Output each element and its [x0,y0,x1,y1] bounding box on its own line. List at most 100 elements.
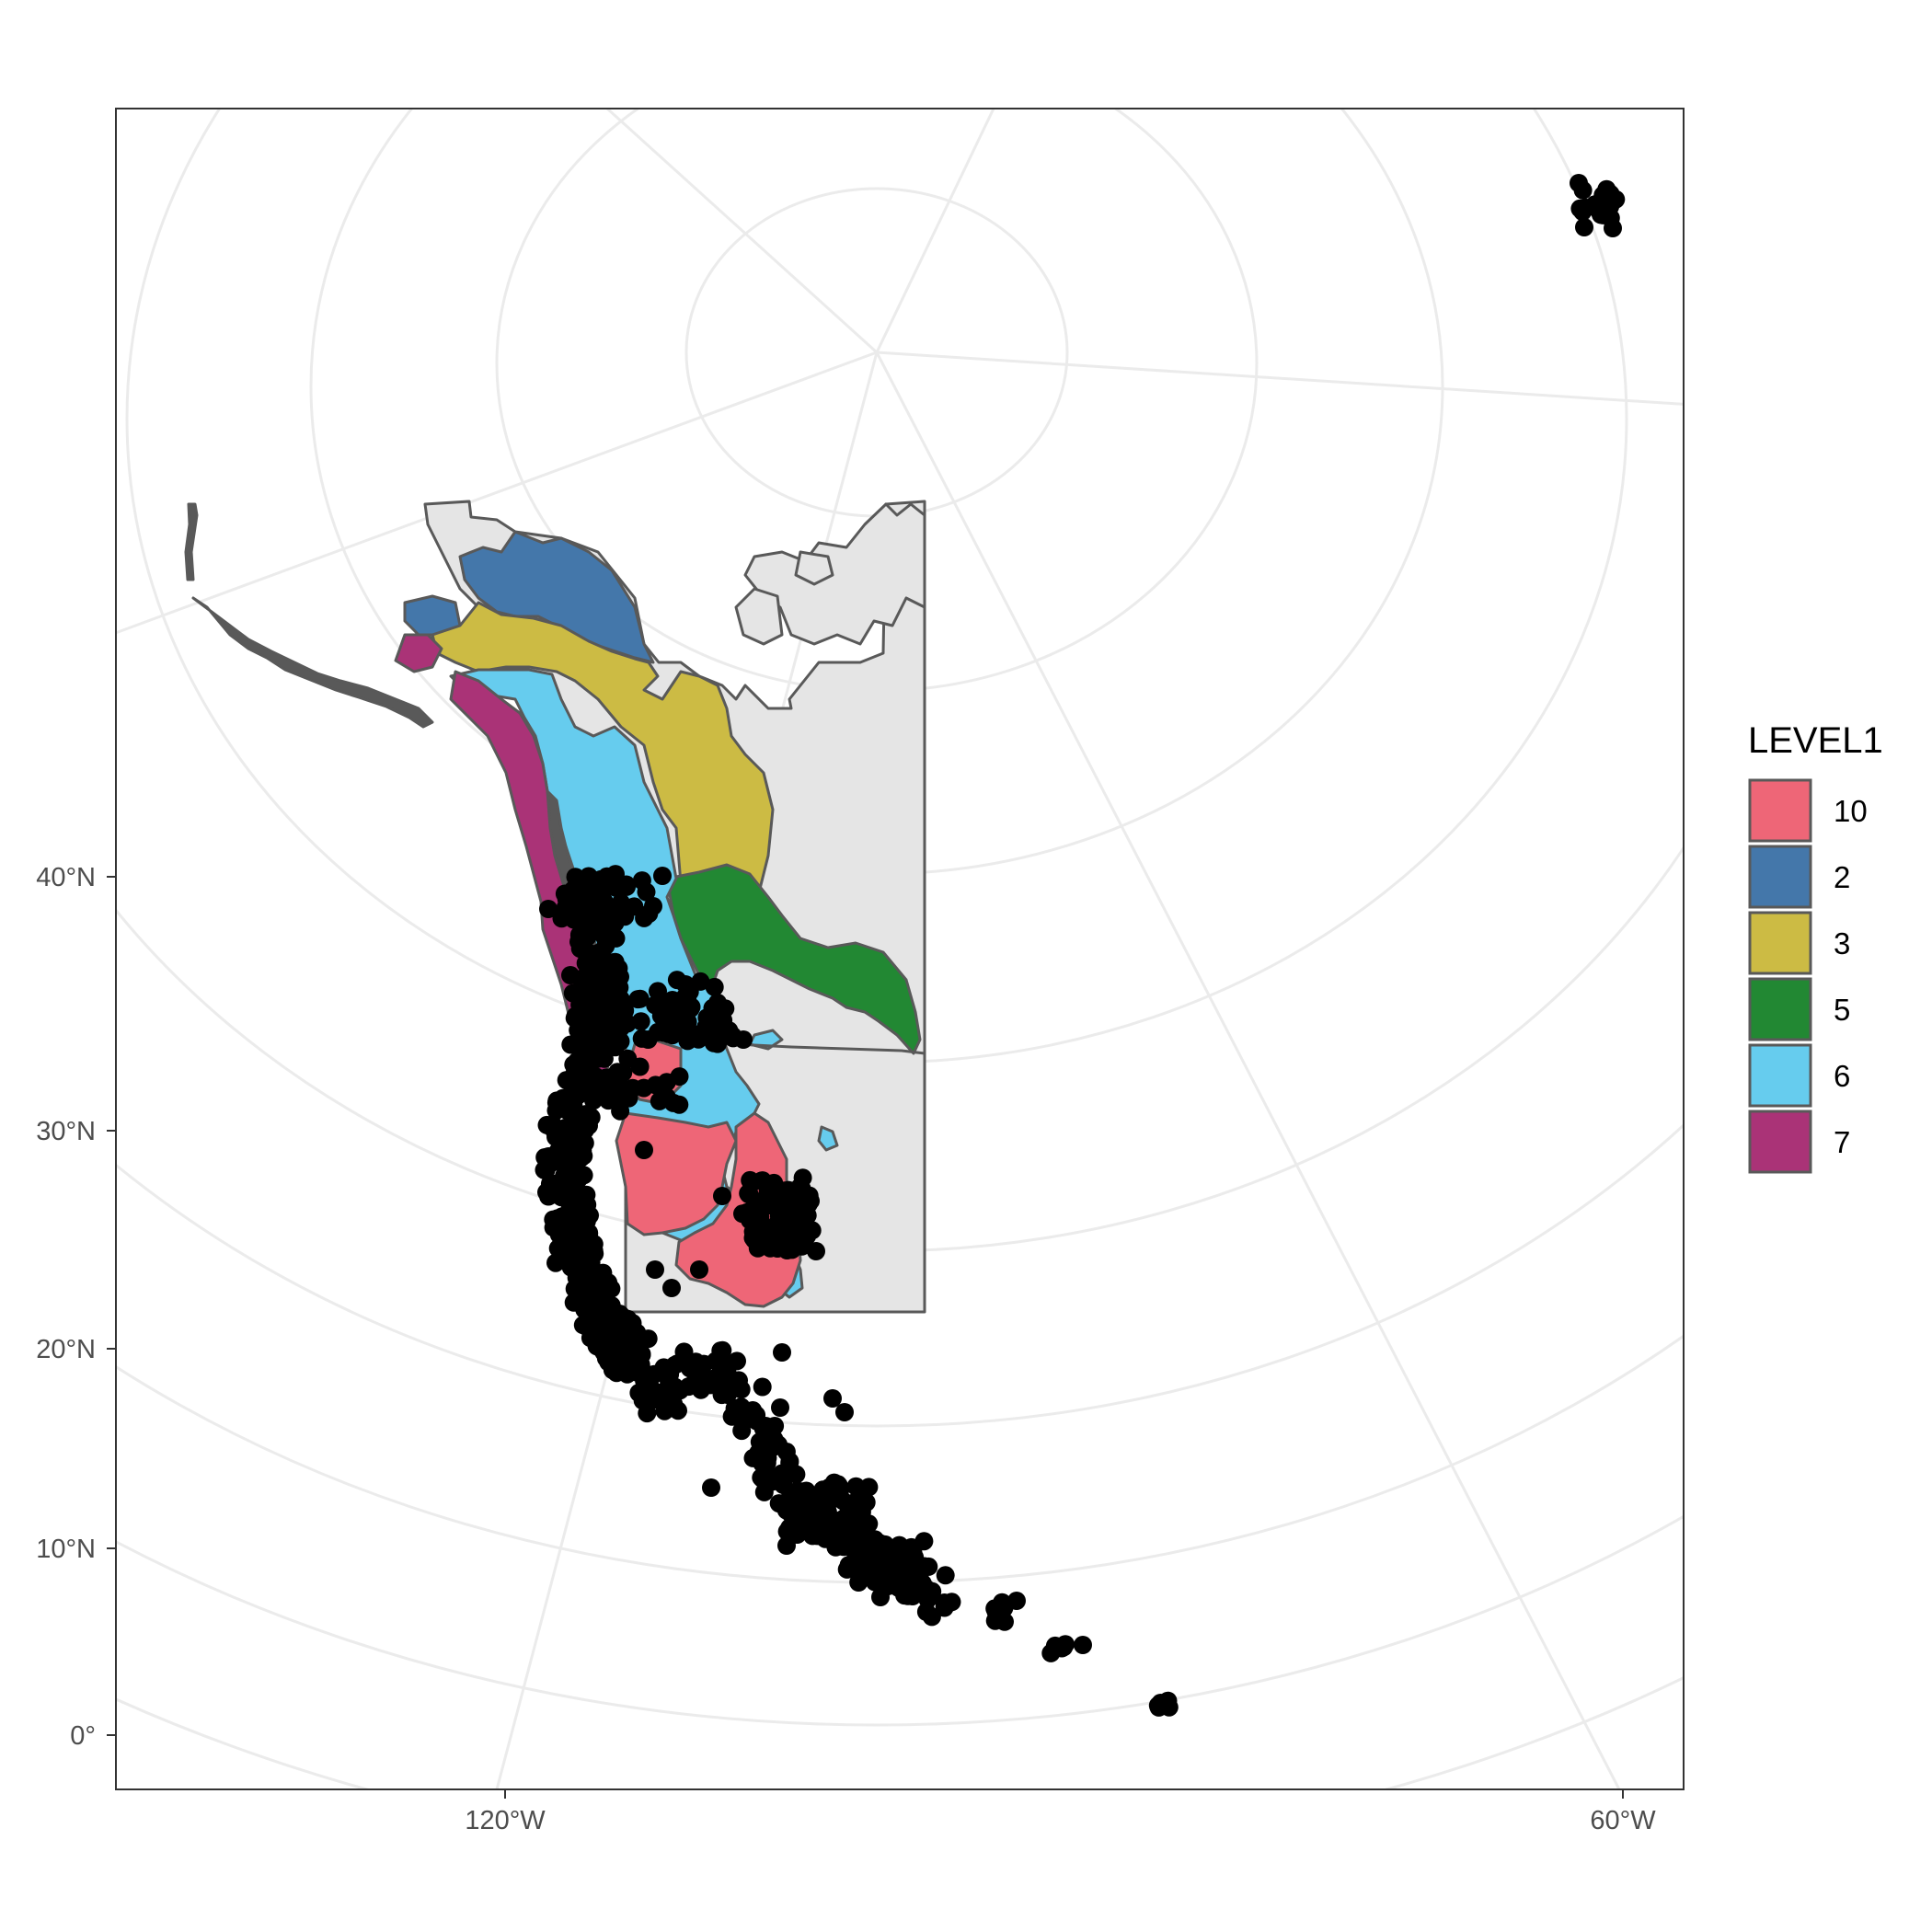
occurrence-point [607,1363,627,1383]
occurrence-point [572,1105,592,1124]
legend-label-7: 7 [1834,1125,1850,1159]
occurrence-point [695,1354,714,1374]
occurrence-point [616,875,636,894]
occurrence-point [1074,1636,1092,1654]
region-island-b [794,550,834,586]
occurrence-point [645,1364,664,1384]
occurrence-point [619,1088,638,1108]
occurrence-point [579,1318,598,1338]
occurrence-point [553,1213,572,1233]
y-tick-label: 20°N [36,1335,96,1364]
occurrence-point [628,1347,647,1366]
occurrence-point [584,1019,604,1039]
occurrence-point [919,1557,938,1576]
occurrence-point [1588,194,1607,213]
occurrence-point [748,1238,767,1258]
occurrence-point [722,1372,741,1391]
occurrence-point [577,1212,596,1231]
occurrence-point [706,1369,725,1388]
occurrence-point [662,1279,681,1297]
y-tick-label: 30°N [36,1117,96,1146]
occurrence-point [849,1573,868,1592]
occurrence-point [561,966,580,984]
occurrence-point [751,1208,770,1226]
region-alaska-islands [184,502,199,581]
occurrence-point [547,1174,567,1193]
legend: LEVEL1 10 2 3 5 6 7 [1748,720,1883,1174]
legend-swatch-5 [1748,977,1812,1041]
occurrence-point [823,1389,842,1408]
occurrence-point [569,1020,588,1040]
panel-border [115,108,1685,1790]
occurrence-point [1159,1697,1179,1717]
occurrence-point [852,1554,871,1573]
x-axis: 120°W 60°W [465,1789,1656,1835]
occurrence-point [555,884,574,903]
occurrence-point [848,1513,868,1533]
occurrence-point [769,1466,788,1486]
occurrence-point [1570,199,1590,218]
occurrence-point [614,1063,633,1082]
occurrence-point [653,867,672,885]
occurrence-point [734,1030,753,1049]
occurrence-point [651,1386,671,1406]
region-alaska-peninsula [191,596,434,729]
occurrence-point [634,1078,653,1098]
x-tick-label: 60°W [1590,1806,1656,1835]
occurrence-point [564,1155,583,1173]
occurrence-point [871,1588,890,1606]
occurrence-point [676,975,695,994]
occurrence-point [630,1057,650,1076]
occurrence-point [644,897,662,915]
occurrence-point [556,898,575,917]
occurrence-point [600,1033,619,1052]
occurrence-point [539,900,558,918]
occurrence-point [574,1080,593,1099]
occurrence-point [564,1182,583,1202]
region-level1-3 [431,601,775,908]
occurrence-point [705,977,724,996]
occurrence-point [591,983,610,1003]
occurrence-point [690,1260,708,1279]
occurrence-point [1041,1643,1061,1662]
legend-label-2: 2 [1834,860,1850,894]
occurrence-point [810,1521,829,1540]
occurrence-point [609,959,628,978]
legend-label-10: 10 [1834,794,1868,828]
occurrence-point [831,1479,850,1499]
occurrence-point [603,1087,621,1107]
occurrence-point [987,1607,1006,1627]
border-line [735,1042,926,1055]
map-regions [184,500,926,1314]
occurrence-point [713,1187,731,1205]
legend-label-3: 3 [1834,926,1850,960]
occurrence-point [1604,219,1622,237]
occurrence-point [570,926,589,945]
occurrence-point [807,1242,825,1260]
occurrence-point [717,1356,736,1375]
occurrence-point [611,1101,630,1121]
occurrence-point [605,1342,625,1362]
legend-swatch-10 [1748,778,1812,843]
occurrence-point [548,1238,568,1258]
y-axis: 40°N 30°N 20°N 10°N 0° [36,863,116,1751]
occurrence-point [650,1091,669,1110]
occurrence-point [670,1095,689,1114]
occurrence-point [584,902,604,921]
occurrence-point [568,1052,587,1071]
occurrence-point [564,1293,583,1312]
occurrence-point [753,1439,772,1457]
occurrence-point [753,1377,772,1397]
occurrence-point [781,1213,800,1233]
occurrence-point [776,1233,795,1251]
occurrence-point [835,1403,854,1421]
legend-swatch-7 [1748,1110,1812,1174]
occurrence-point [594,1297,614,1317]
occurrence-point [818,1495,837,1514]
occurrence-point [1570,174,1588,192]
occurrence-point [757,1454,776,1472]
occurrence-point [777,1536,796,1555]
occurrence-point [741,1170,760,1190]
occurrence-point [1575,218,1593,236]
